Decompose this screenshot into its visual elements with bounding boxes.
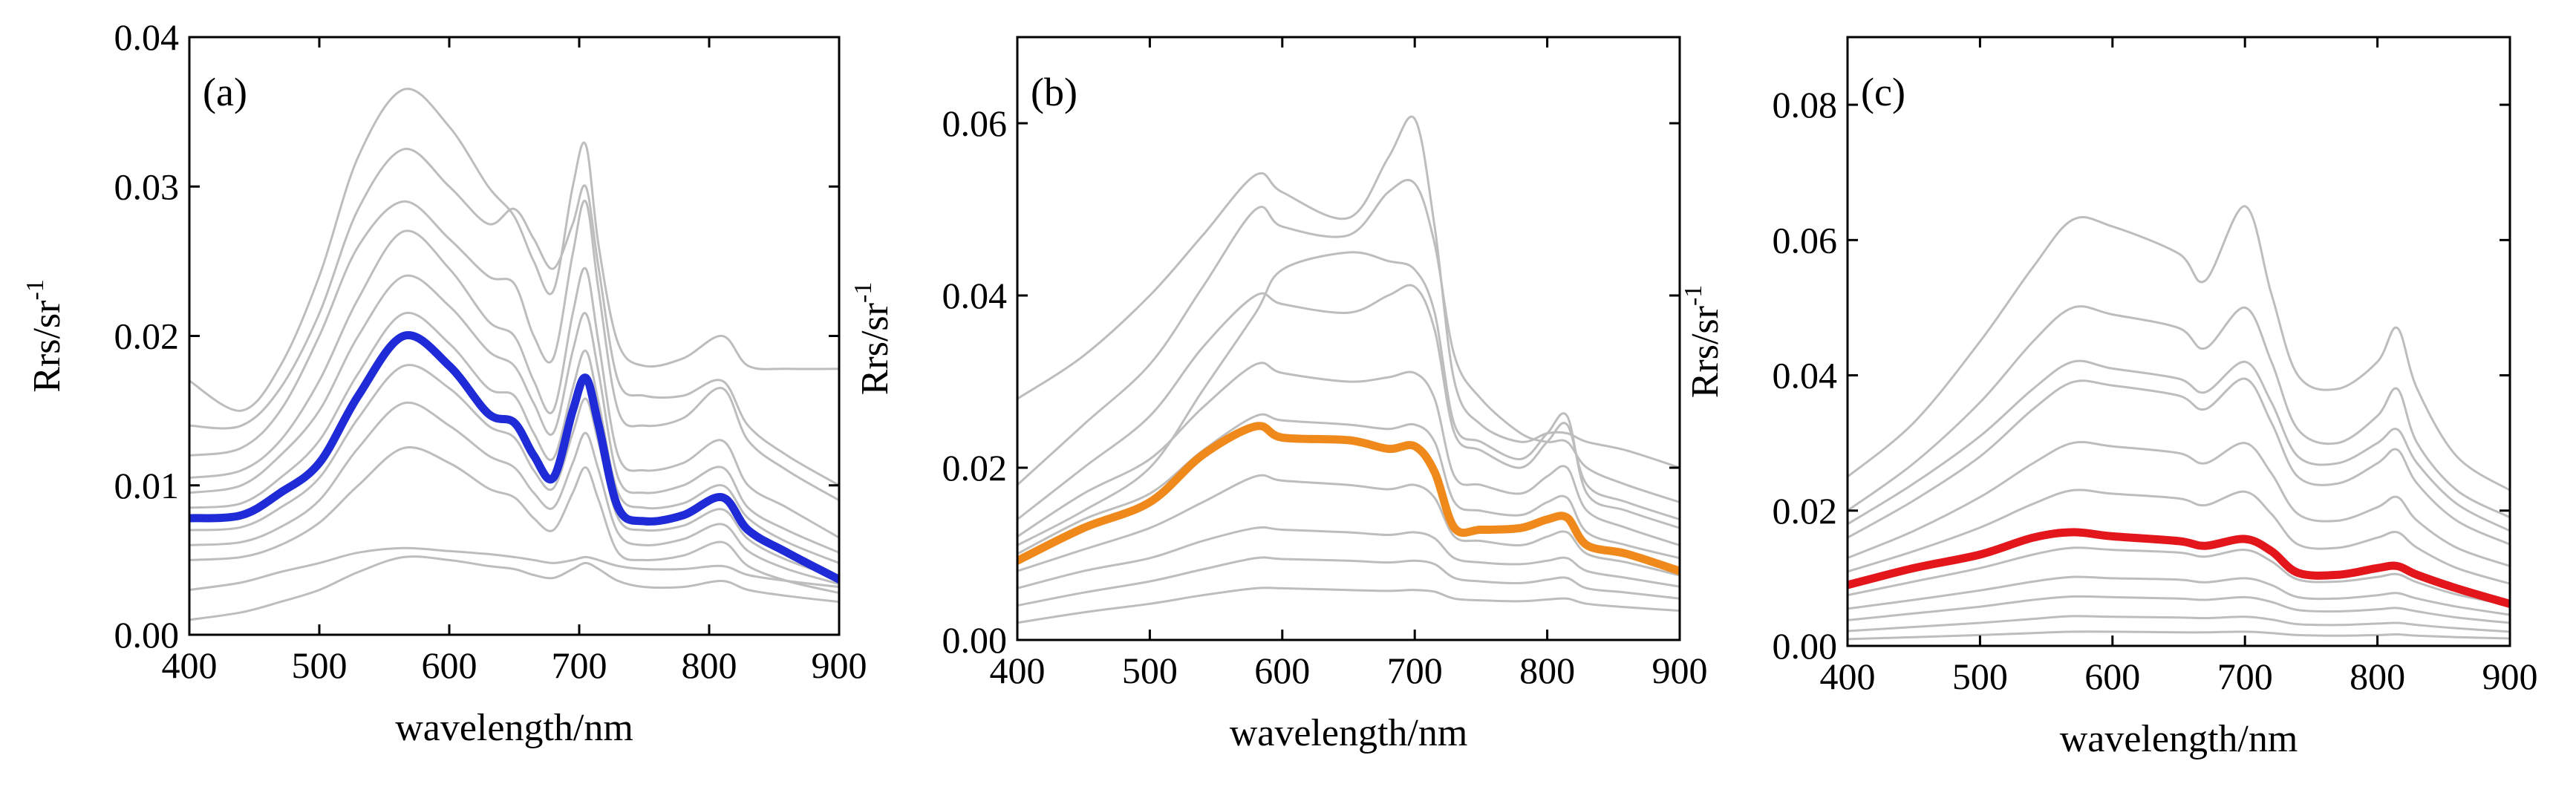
x-tick-label: 600 xyxy=(1254,650,1310,691)
x-axis-title: wavelength/nm xyxy=(395,707,633,749)
y-axis-title-superscript: -1 xyxy=(22,279,49,300)
y-tick-label: 0.02 xyxy=(942,447,1008,489)
series-group xyxy=(1848,205,2510,641)
sample-spectrum-line xyxy=(1848,489,2510,585)
y-tick-label: 0.02 xyxy=(1773,490,1838,532)
plot-frame xyxy=(1016,36,1681,641)
mean-spectrum-line xyxy=(1017,422,1680,575)
series-group xyxy=(189,88,839,621)
y-tick-label: 0.00 xyxy=(1773,625,1838,667)
y-tick-label: 0.03 xyxy=(114,166,180,207)
sample-spectrum-line xyxy=(1017,284,1680,521)
y-tick-label: 0.04 xyxy=(942,275,1008,316)
x-tick-label: 700 xyxy=(1387,650,1443,691)
y-tick-label: 0.02 xyxy=(114,316,180,357)
x-tick-label: 900 xyxy=(2482,656,2538,697)
sample-spectrum-line xyxy=(1848,377,2510,546)
sample-spectrum-line xyxy=(1017,474,1680,577)
sample-spectrum-line xyxy=(189,274,839,554)
x-axis-title: wavelength/nm xyxy=(1230,712,1468,754)
x-tick-label: 900 xyxy=(812,644,867,686)
sample-spectrum-line xyxy=(189,311,839,564)
y-axis-title-main: Rrs/sr xyxy=(1684,306,1726,398)
x-tick-label: 500 xyxy=(1122,650,1178,691)
x-tick-label: 800 xyxy=(682,644,737,686)
x-tick-label: 700 xyxy=(2217,656,2273,697)
x-tick-label: 600 xyxy=(2084,656,2140,697)
sample-spectrum-line xyxy=(189,546,839,592)
y-tick-label: 0.00 xyxy=(942,619,1008,661)
y-axis-title: Rrs/sr-1 xyxy=(850,282,896,396)
sample-spectrum-line xyxy=(189,88,839,412)
sample-spectrum-line xyxy=(1017,413,1680,560)
sample-spectrum-line xyxy=(1848,630,2510,641)
sample-spectrum-line xyxy=(189,148,839,487)
series-group xyxy=(1017,115,1680,624)
y-tick-label: 0.08 xyxy=(1773,84,1838,125)
sample-spectrum-line xyxy=(189,199,839,502)
x-tick-label: 600 xyxy=(422,644,477,686)
x-axis-title: wavelength/nm xyxy=(2060,718,2298,760)
sample-spectrum-line xyxy=(1017,526,1680,589)
panel-label: (a) xyxy=(203,70,247,114)
x-tick-label: 400 xyxy=(990,650,1046,691)
y-axis-title-superscript: -1 xyxy=(1680,285,1707,306)
sample-spectrum-line xyxy=(189,401,839,586)
sample-spectrum-line xyxy=(1017,587,1680,624)
panels: 400 500 600 700 800 900 0.00 0.01 0.02 0.03 0.04 wa… xyxy=(22,16,2538,760)
x-tick-label: 500 xyxy=(1952,656,2008,697)
chart-panel-2: 400 500 600 700 800 900 0.00 0.02 0.04 0.06 wavele… xyxy=(850,36,1708,754)
y-tick-label: 0.01 xyxy=(114,465,180,506)
mean-spectrum-line xyxy=(1848,528,2510,608)
panel-label: (b) xyxy=(1031,70,1077,114)
y-tick-label: 0.04 xyxy=(1773,355,1838,396)
y-tick-label: 0.06 xyxy=(1773,219,1838,261)
y-tick-label: 0.00 xyxy=(114,614,180,656)
y-axis-title: Rrs/sr-1 xyxy=(1680,285,1726,399)
plot-frame xyxy=(1846,36,2511,647)
y-axis-title: Rrs/sr-1 xyxy=(22,279,68,393)
x-tick-label: 800 xyxy=(1519,650,1575,691)
x-tick-label: 500 xyxy=(292,644,348,686)
sample-spectrum-line xyxy=(1848,205,2510,491)
y-tick-label: 0.04 xyxy=(114,16,180,58)
sample-spectrum-line xyxy=(189,445,839,595)
x-tick-label: 700 xyxy=(552,644,607,686)
panel-label: (c) xyxy=(1861,70,1905,114)
sample-spectrum-line xyxy=(189,555,839,621)
chart-panel-3: 400 500 600 700 800 900 0.00 0.02 0.04 0.06 0.08 wa… xyxy=(1680,36,2538,760)
sample-spectrum-line xyxy=(1848,359,2510,532)
x-tick-label: 400 xyxy=(162,644,218,686)
sample-spectrum-line xyxy=(1017,115,1680,469)
sample-spectrum-line xyxy=(1848,546,2510,607)
x-tick-label: 400 xyxy=(1820,656,1876,697)
sample-spectrum-line xyxy=(1017,178,1680,503)
sample-spectrum-line xyxy=(1848,615,2510,633)
y-axis-title-superscript: -1 xyxy=(850,282,877,303)
sample-spectrum-line xyxy=(189,364,839,579)
y-tick-label: 0.06 xyxy=(942,102,1008,144)
x-tick-label: 800 xyxy=(2350,656,2405,697)
sample-spectrum-line xyxy=(1848,440,2510,567)
sample-spectrum-line xyxy=(1017,556,1680,607)
sample-spectrum-line xyxy=(189,229,839,539)
sample-spectrum-line xyxy=(1848,305,2510,519)
chart-panel-1: 400 500 600 700 800 900 0.00 0.01 0.02 0.03 0.04 wa… xyxy=(22,16,867,749)
x-tick-label: 900 xyxy=(1652,650,1708,691)
sample-spectrum-line xyxy=(1848,575,2510,616)
y-axis-title-main: Rrs/sr xyxy=(26,301,68,393)
sample-spectrum-line xyxy=(1017,251,1680,546)
y-axis-title-main: Rrs/sr xyxy=(854,303,896,395)
mean-spectrum-line xyxy=(189,331,839,584)
sample-spectrum-line xyxy=(1848,595,2510,624)
